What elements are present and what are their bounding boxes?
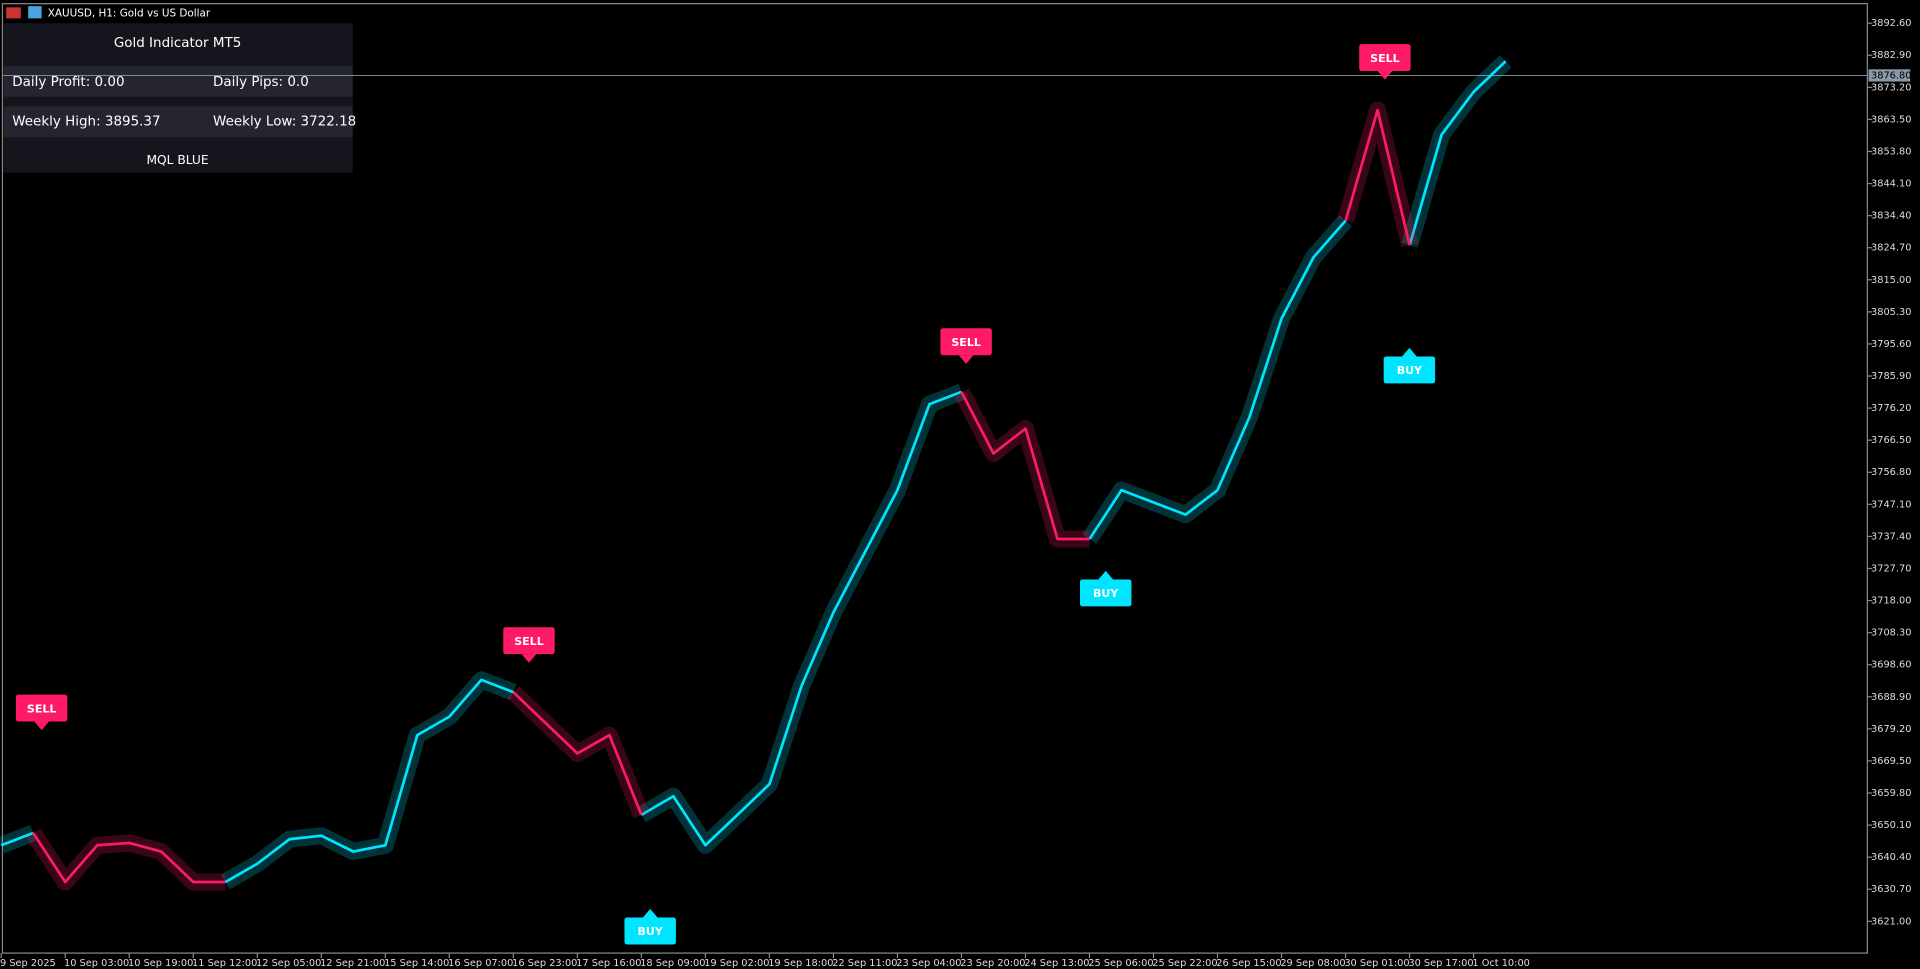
current-price-label: 3876.80 <box>1871 70 1911 81</box>
x-tick-label: 18 Sep 09:00 <box>640 958 705 969</box>
y-tick-label: 3853.80 <box>1871 146 1911 157</box>
signal-label: SELL <box>514 635 543 648</box>
signal-box <box>1359 44 1411 72</box>
signal-label: BUY <box>1093 587 1119 600</box>
signal-box <box>624 917 676 945</box>
x-tick-label: 24 Sep 13:00 <box>1024 958 1089 969</box>
x-tick-label: 10 Sep 19:00 <box>128 958 193 969</box>
signal-pointer <box>958 355 974 364</box>
x-tick-label: 1 Oct 10:00 <box>1472 958 1530 969</box>
y-tick-label: 3795.60 <box>1871 339 1911 350</box>
y-tick-label: 3747.10 <box>1871 499 1911 510</box>
y-tick-label: 3776.20 <box>1871 403 1911 414</box>
panel-footer: MQL BLUE <box>146 153 208 167</box>
signal-box <box>940 328 992 356</box>
signal-pointer <box>1377 71 1393 80</box>
signal-label: SELL <box>27 702 56 715</box>
x-tick-label: 12 Sep 21:00 <box>320 958 385 969</box>
x-tick-label: 16 Sep 07:00 <box>448 958 513 969</box>
x-tick-label: 25 Sep 22:00 <box>1152 958 1217 969</box>
y-tick-label: 3659.80 <box>1871 788 1911 799</box>
y-tick-label: 3756.80 <box>1871 467 1911 478</box>
y-tick-label: 3824.70 <box>1871 243 1911 254</box>
y-tick-label: 3688.90 <box>1871 692 1911 703</box>
signal-pointer <box>34 721 49 731</box>
signal-box <box>15 694 68 722</box>
plot-frame <box>1 3 1868 954</box>
y-tick-label: 3892.60 <box>1871 18 1911 29</box>
y-tick-label: 3669.50 <box>1871 756 1911 767</box>
x-tick-label: 16 Sep 23:00 <box>512 958 577 969</box>
daily-pips: Daily Pips: 0.0 <box>213 74 309 90</box>
chart-icon <box>28 6 42 19</box>
y-tick-label: 3650.10 <box>1871 820 1911 831</box>
price-line <box>0 60 1507 884</box>
x-tick-label: 12 Sep 05:00 <box>256 958 321 969</box>
y-tick-label: 3679.20 <box>1871 724 1911 735</box>
y-tick-label: 3630.70 <box>1871 884 1911 895</box>
y-tick-label: 3873.20 <box>1871 82 1911 93</box>
y-tick-label: 3834.40 <box>1871 211 1911 222</box>
x-tick-label: 23 Sep 04:00 <box>896 958 961 969</box>
signal-label: SELL <box>1370 52 1399 65</box>
x-tick-label: 23 Sep 20:00 <box>960 958 1025 969</box>
x-tick-label: 9 Sep 2025 <box>0 958 56 969</box>
y-tick-label: 3766.50 <box>1871 435 1911 446</box>
panel-title: Gold Indicator MT5 <box>114 35 241 51</box>
signal-box <box>1383 356 1436 384</box>
weekly-low: Weekly Low: 3722.18 <box>213 113 356 129</box>
y-tick-label: 3640.40 <box>1871 852 1911 863</box>
daily-profit: Daily Profit: 0.00 <box>12 74 124 90</box>
y-tick-label: 3844.10 <box>1871 179 1911 190</box>
y-tick-label: 3708.30 <box>1871 628 1911 639</box>
x-tick-label: 17 Sep 16:00 <box>576 958 641 969</box>
signal-pointer <box>1098 570 1114 580</box>
y-tick-label: 3737.40 <box>1871 531 1911 542</box>
y-tick-label: 3785.90 <box>1871 371 1911 382</box>
y-tick-label: 3863.50 <box>1871 114 1911 125</box>
x-tick-label: 25 Sep 06:00 <box>1088 958 1153 969</box>
x-tick-label: 26 Sep 15:00 <box>1216 958 1281 969</box>
x-tick-label: 22 Sep 11:00 <box>832 958 897 969</box>
signal-box <box>1080 579 1132 607</box>
signal-pointer <box>642 908 658 918</box>
panel-row <box>3 106 353 138</box>
current-price-box <box>1868 69 1911 82</box>
signal-box <box>503 627 555 655</box>
x-tick-label: 11 Sep 12:00 <box>192 958 257 969</box>
y-tick-label: 3718.00 <box>1871 596 1911 607</box>
signal-label: BUY <box>1397 364 1423 377</box>
x-tick-label: 15 Sep 14:00 <box>384 958 449 969</box>
y-tick-label: 3882.90 <box>1871 50 1911 61</box>
flag-icon <box>6 7 21 19</box>
weekly-high: Weekly High: 3895.37 <box>12 113 160 129</box>
y-tick-label: 3727.70 <box>1871 563 1911 574</box>
signal-label: SELL <box>951 336 980 349</box>
signal-pointer <box>521 654 537 663</box>
x-tick-label: 29 Sep 08:00 <box>1280 958 1345 969</box>
x-tick-label: 10 Sep 03:00 <box>64 958 129 969</box>
x-tick-label: 30 Sep 17:00 <box>1408 958 1473 969</box>
y-tick-label: 3815.00 <box>1871 275 1911 286</box>
x-tick-label: 19 Sep 02:00 <box>704 958 769 969</box>
price-line <box>32 108 1411 884</box>
window-title: XAUUSD, H1: Gold vs US Dollar <box>48 7 211 19</box>
signal-pointer <box>1402 347 1417 357</box>
y-tick-label: 3698.60 <box>1871 660 1911 671</box>
panel-bg <box>3 23 353 173</box>
panel-row <box>3 66 353 97</box>
signal-label: BUY <box>638 925 664 938</box>
y-tick-label: 3805.30 <box>1871 307 1911 318</box>
x-tick-label: 30 Sep 01:00 <box>1344 958 1409 969</box>
y-tick-label: 3621.00 <box>1871 916 1911 927</box>
x-tick-label: 19 Sep 18:00 <box>768 958 833 969</box>
info-panel: Gold Indicator MT5 Daily Profit: 0.00 Da… <box>3 23 356 173</box>
